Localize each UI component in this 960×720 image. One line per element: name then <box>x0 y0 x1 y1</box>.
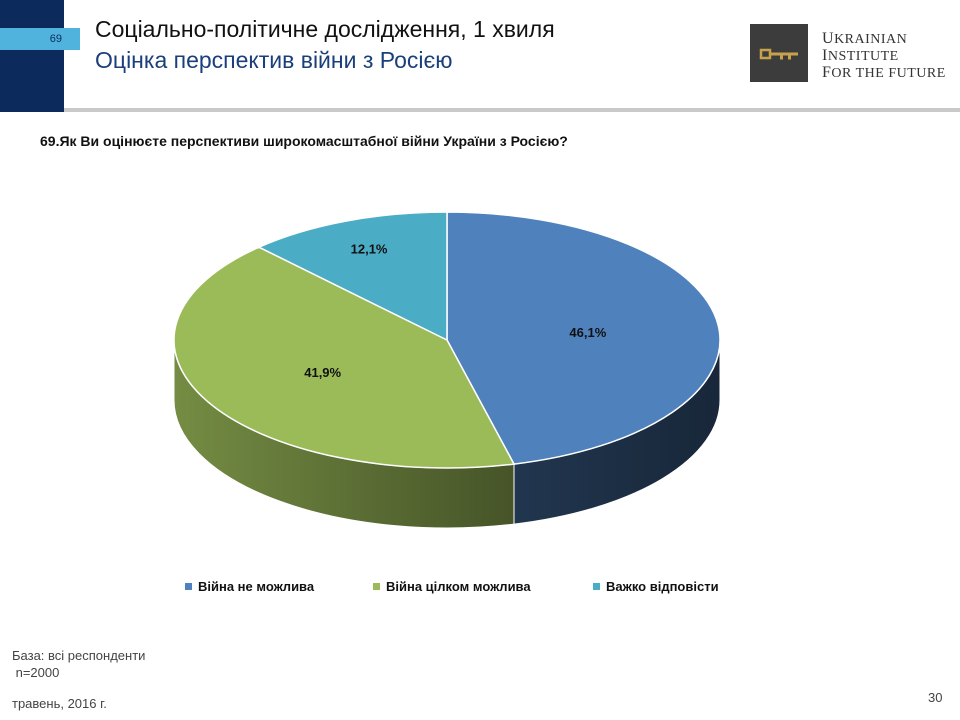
logo-wordmark: Ukrainian Institute for the Future <box>822 31 946 82</box>
page-subtitle: Оцінка перспектив війни з Росією <box>95 47 453 73</box>
base-line: База: всі респонденти <box>12 648 146 663</box>
legend-item-war-possible: Війна цілком можлива <box>373 579 531 594</box>
logo-line: Ukrainian <box>822 30 908 48</box>
legend-item-hard-to-say: Важко відповісти <box>593 579 719 594</box>
logo-line: Institute <box>822 47 899 65</box>
slice-war-impossible <box>446 211 721 465</box>
slice-war-impossible-label: 46,1% <box>569 325 606 340</box>
slide-number-badge: 69 <box>0 28 80 50</box>
page-number: 30 <box>928 690 943 705</box>
slice-hard-to-say-label: 12,1% <box>351 241 388 256</box>
survey-question: 69.Як Ви оцінюєте перспективи широкомасш… <box>40 133 568 149</box>
survey-date: травень, 2016 г. <box>12 696 107 711</box>
sample-size: n=2000 <box>12 665 60 680</box>
legend-label: Війна не можлива <box>198 579 315 594</box>
legend-swatch <box>593 583 600 591</box>
legend-item-war-impossible: Війна не можлива <box>185 579 314 594</box>
page-title: Соціально-політичне дослідження, 1 хвиля <box>95 16 555 42</box>
slice-war-possible <box>173 246 516 469</box>
chart-legend: Війна не можлива Війна цілком можлива Ва… <box>0 579 960 599</box>
sample-base-note: База: всі респонденти n=2000 <box>12 647 145 681</box>
slice-war-possible-label: 41,9% <box>304 365 341 380</box>
legend-label: Важко відповісти <box>606 579 719 594</box>
legend-swatch <box>185 583 192 591</box>
logo-line: for the Future <box>822 64 946 82</box>
logo-key-icon <box>750 24 808 82</box>
slice-hard-to-say <box>257 211 448 342</box>
side-accent-bar <box>0 0 64 112</box>
legend-label: Війна цілком можлива <box>386 579 531 594</box>
header-divider <box>64 108 960 112</box>
legend-swatch <box>373 583 380 591</box>
